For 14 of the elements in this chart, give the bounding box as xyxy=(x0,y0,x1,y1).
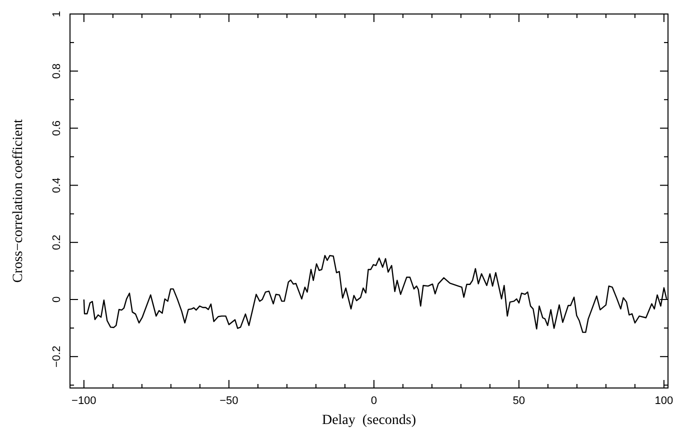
x-axis-title: Delay (seconds) xyxy=(322,413,416,428)
y-tick-label: 1 xyxy=(51,10,63,18)
y-tick-label: 0.2 xyxy=(51,234,63,250)
x-tick-label: 0 xyxy=(370,395,377,407)
x-tick-label: −100 xyxy=(72,395,96,407)
x-tick-label: 100 xyxy=(654,395,674,407)
y-tick-label: 0.8 xyxy=(51,63,63,79)
y-tick-label: 0.4 xyxy=(51,178,63,193)
x-tick-label: 50 xyxy=(512,395,526,407)
x-tick-label: −50 xyxy=(220,395,238,407)
y-axis-title: Cross−correlation coefficient xyxy=(11,119,26,283)
y-tick-label: 0.6 xyxy=(51,120,63,136)
y-tick-label: −0.2 xyxy=(51,346,63,368)
y-tick-label: 0 xyxy=(51,296,63,303)
